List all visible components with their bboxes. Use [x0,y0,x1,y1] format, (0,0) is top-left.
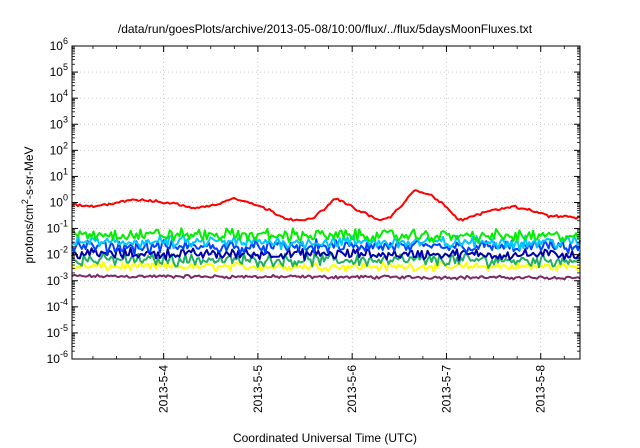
series-line [71,227,581,244]
x-axis-label: Coordinated Universal Time (UTC) [233,431,417,445]
y-tick-exp: 6 [63,36,68,46]
y-tick-base: 10 [47,274,61,288]
y-tick-label: 10-2 [47,245,68,262]
series-line [71,238,581,256]
y-tick-label: 104 [50,88,68,105]
y-tick-exp: -3 [60,271,68,281]
y-tick-base: 10 [50,169,64,183]
y-tick-exp: -5 [60,323,68,333]
y-tick-label: 102 [50,140,68,157]
x-tick-label: 2013-5-8 [534,365,548,413]
y-axis-label-rest: -s-sr-MeV [22,146,36,199]
y-tick-label: 10-3 [47,271,68,288]
y-tick-base: 10 [47,326,61,340]
y-tick-label: 103 [50,114,68,131]
series-line [71,189,581,222]
y-axis-label-base: protons/cm [22,204,36,263]
y-tick-label: 10-5 [47,323,68,340]
y-tick-label: 10-6 [47,349,68,366]
y-tick-base: 10 [50,65,64,79]
y-tick-label: 10-1 [47,219,68,236]
y-tick-label: 105 [50,62,68,79]
x-tick-label: 2013-5-7 [439,365,453,413]
y-tick-base: 10 [47,248,61,262]
y-tick-label: 100 [50,193,68,210]
x-tick-label: 2013-5-5 [251,365,265,413]
y-tick-base: 10 [47,300,61,314]
y-tick-base: 10 [50,196,64,210]
y-tick-base: 10 [50,91,64,105]
grid [72,46,580,359]
y-axis-label: protons/cm2-s-sr-MeV [20,146,36,263]
series-line [71,251,581,269]
y-tick-exp: 0 [63,193,68,203]
y-tick-base: 10 [47,352,61,366]
x-tick-label: 2013-5-6 [345,365,359,413]
y-tick-exp: -6 [60,349,68,359]
y-axis-tick-labels: 10610510410310210110010-110-210-310-410-… [47,36,68,366]
y-tick-base: 10 [50,143,64,157]
y-tick-exp: 4 [63,88,68,98]
y-tick-base: 10 [47,222,61,236]
y-tick-exp: 1 [63,166,68,176]
y-axis-label-sup: 2 [20,199,30,204]
y-tick-label: 106 [50,36,68,53]
y-tick-label: 101 [50,166,68,183]
series-line [71,246,581,262]
series-line [71,273,581,281]
y-tick-exp: -4 [60,297,68,307]
series-line [71,234,581,251]
y-tick-exp: 5 [63,62,68,72]
y-tick-exp: -1 [60,219,68,229]
y-tick-exp: 3 [63,114,68,124]
y-tick-label: 10-4 [47,297,68,314]
x-tick-label: 2013-5-4 [157,365,171,413]
chart-title: /data/run/goesPlots/archive/2013-05-08/1… [118,22,533,36]
axis-ticks [72,45,580,360]
series-line [71,260,581,273]
y-tick-base: 10 [50,39,64,53]
x-axis-tick-labels: 2013-5-4 2013-5-5 2013-5-6 2013-5-7 2013-5-8 [157,365,548,413]
y-tick-exp: 2 [63,140,68,150]
y-tick-base: 10 [50,117,64,131]
series-group [71,189,581,281]
y-tick-exp: -2 [60,245,68,255]
